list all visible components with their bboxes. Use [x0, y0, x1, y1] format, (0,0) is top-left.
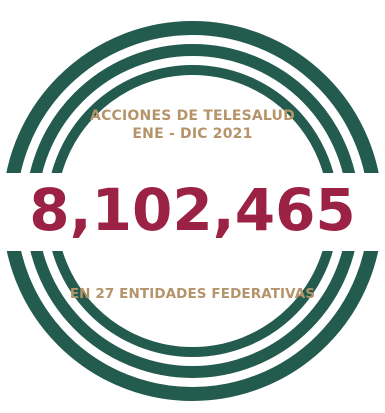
heading-line-2: ENE - DIC 2021	[132, 126, 253, 142]
number-band	[0, 173, 385, 251]
footer-text: EN 27 ENTIDADES FEDERATIVAS	[69, 286, 316, 302]
total-actions-number: 8,102,465	[29, 176, 356, 244]
heading-line-1: ACCIONES DE TELESALUD	[90, 108, 295, 124]
